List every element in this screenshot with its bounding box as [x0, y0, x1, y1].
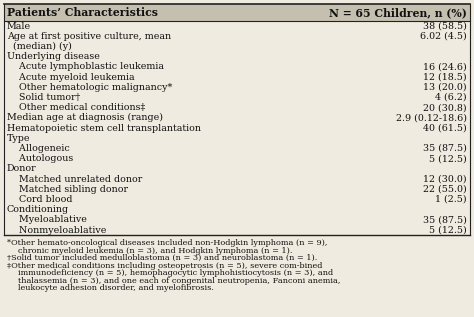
Text: Acute myeloid leukemia: Acute myeloid leukemia — [7, 73, 135, 81]
Text: 38 (58.5): 38 (58.5) — [423, 22, 467, 31]
Text: thalassemia (n = 3), and one each of congenital neutropenia, Fanconi anemia,: thalassemia (n = 3), and one each of con… — [18, 277, 340, 285]
Text: Autologous: Autologous — [7, 154, 73, 163]
Text: Donor: Donor — [7, 165, 36, 173]
Text: 5 (12.5): 5 (12.5) — [429, 154, 467, 163]
Text: 22 (55.0): 22 (55.0) — [423, 185, 467, 194]
Bar — [4, 21, 470, 235]
Text: *Other hemato-oncological diseases included non-Hodgkin lymphoma (n = 9),: *Other hemato-oncological diseases inclu… — [7, 239, 328, 247]
Text: Hematopoietic stem cell transplantation: Hematopoietic stem cell transplantation — [7, 124, 201, 133]
Text: Matched unrelated donor: Matched unrelated donor — [7, 175, 142, 184]
Text: 2.9 (0.12-18.6): 2.9 (0.12-18.6) — [396, 113, 467, 122]
Text: 40 (61.5): 40 (61.5) — [423, 124, 467, 133]
Text: 1 (2.5): 1 (2.5) — [436, 195, 467, 204]
Text: 6.02 (4.5): 6.02 (4.5) — [420, 32, 467, 41]
Text: chronic myeloid leukemia (n = 3), and Hodgkin lymphoma (n = 1).: chronic myeloid leukemia (n = 3), and Ho… — [18, 247, 292, 255]
Text: Allogeneic: Allogeneic — [7, 144, 70, 153]
Text: Matched sibling donor: Matched sibling donor — [7, 185, 128, 194]
Text: immunodeficiency (n = 5), hemophagocytic lymphohistiocytosis (n = 3), and: immunodeficiency (n = 5), hemophagocytic… — [18, 269, 333, 277]
Text: (median) (y): (median) (y) — [7, 42, 72, 51]
Text: Cord blood: Cord blood — [7, 195, 73, 204]
Text: Other hematologic malignancy*: Other hematologic malignancy* — [7, 83, 173, 92]
Text: Myeloablative: Myeloablative — [7, 215, 87, 224]
Text: †Solid tumor included medulloblastoma (n = 3) and neuroblastoma (n = 1).: †Solid tumor included medulloblastoma (n… — [7, 254, 318, 262]
Text: ‡Other medical conditions including osteopetrosis (n = 5), severe com-bined: ‡Other medical conditions including oste… — [7, 262, 322, 270]
Text: 13 (20.0): 13 (20.0) — [423, 83, 467, 92]
Text: Median age at diagnosis (range): Median age at diagnosis (range) — [7, 113, 163, 122]
Text: 35 (87.5): 35 (87.5) — [423, 144, 467, 153]
Text: Acute lymphoblastic leukemia: Acute lymphoblastic leukemia — [7, 62, 164, 71]
Text: 16 (24.6): 16 (24.6) — [423, 62, 467, 71]
Text: Underlying disease: Underlying disease — [7, 52, 100, 61]
Text: Patients’ Characteristics: Patients’ Characteristics — [7, 7, 158, 18]
Text: Age at first positive culture, mean: Age at first positive culture, mean — [7, 32, 171, 41]
Text: Male: Male — [7, 22, 31, 31]
Text: Other medical conditions‡: Other medical conditions‡ — [7, 103, 145, 112]
Text: 20 (30.8): 20 (30.8) — [423, 103, 467, 112]
Text: 4 (6.2): 4 (6.2) — [436, 93, 467, 102]
Text: Conditioning: Conditioning — [7, 205, 69, 214]
Text: 12 (18.5): 12 (18.5) — [423, 73, 467, 81]
Text: Solid tumor†: Solid tumor† — [7, 93, 80, 102]
Text: 5 (12.5): 5 (12.5) — [429, 226, 467, 235]
Text: Type: Type — [7, 134, 30, 143]
Text: N = 65 Children, n (%): N = 65 Children, n (%) — [329, 7, 467, 18]
Text: Nonmyeloablative: Nonmyeloablative — [7, 226, 106, 235]
Text: 35 (87.5): 35 (87.5) — [423, 215, 467, 224]
Text: leukocyte adhesion disorder, and myelofibrosis.: leukocyte adhesion disorder, and myelofi… — [18, 284, 214, 292]
Bar — [4, 4, 470, 21]
Text: 12 (30.0): 12 (30.0) — [423, 175, 467, 184]
